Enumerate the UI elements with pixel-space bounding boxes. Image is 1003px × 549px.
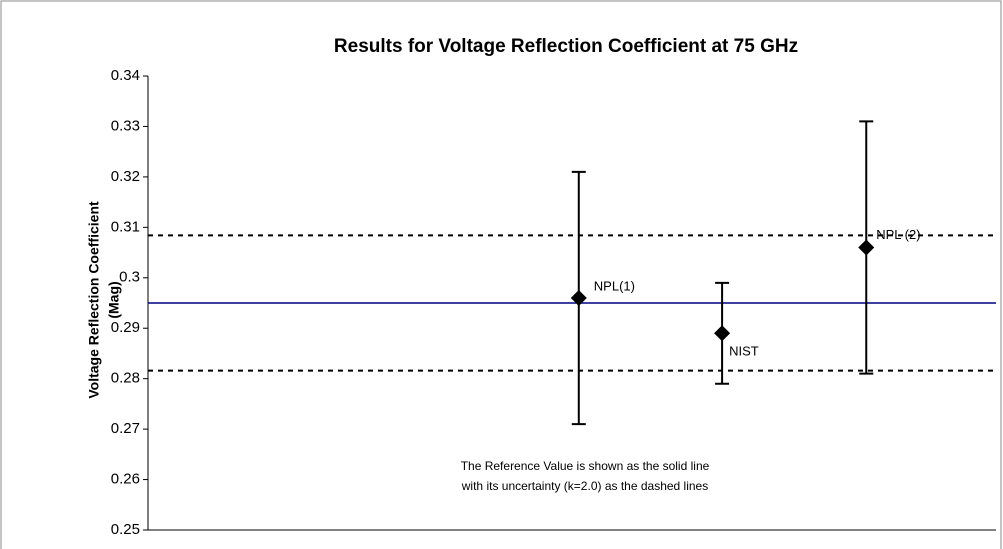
y-axis-title-line: Voltage Reflection Coefficient	[86, 201, 102, 399]
marker	[714, 325, 731, 342]
annotation: The Reference Value is shown as the soli…	[461, 459, 710, 473]
point-label: NIST	[729, 344, 759, 359]
y-tick-label: 0.34	[111, 67, 140, 84]
y-axis-title-line: (Mag)	[106, 281, 122, 318]
chart-title: Results for Voltage Reflection Coefficie…	[334, 36, 798, 57]
marker	[858, 239, 875, 256]
y-tick-label: 0.28	[111, 370, 140, 387]
y-tick-label: 0.29	[111, 319, 140, 336]
point-label: NPL(1)	[594, 278, 635, 293]
y-tick-label: 0.31	[111, 218, 140, 235]
y-tick-label: 0.25	[111, 521, 140, 538]
annotation: with its uncertainty (k=2.0) as the dash…	[461, 479, 708, 493]
y-tick-label: 0.32	[111, 168, 140, 185]
y-tick-label: 0.27	[111, 420, 140, 437]
marker	[570, 289, 587, 306]
y-tick-label: 0.3	[119, 269, 140, 286]
y-axis-title: Voltage Reflection Coefficient (Mag)	[86, 201, 122, 399]
y-tick-label: 0.33	[111, 117, 140, 134]
y-tick-label: 0.26	[111, 471, 140, 488]
point-label: NPL (2)	[876, 227, 920, 242]
